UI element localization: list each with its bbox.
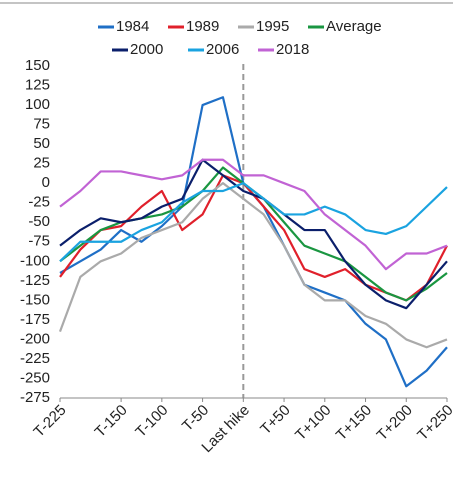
- x-tick-label: T+250: [414, 402, 453, 444]
- legend-label: 1989: [186, 18, 219, 35]
- y-tick-label: -250: [20, 369, 50, 386]
- y-tick-label: 125: [25, 76, 50, 93]
- y-tick-label: -225: [20, 350, 50, 367]
- y-tick-label: 75: [33, 116, 50, 133]
- x-tick-label: T+100: [292, 402, 334, 444]
- y-tick-label: 0: [42, 174, 50, 191]
- x-tick-label: T+50: [257, 402, 293, 438]
- y-tick-label: -50: [28, 213, 50, 230]
- series-line: [59, 158, 448, 271]
- y-tick-label: -125: [20, 272, 50, 289]
- series-line: [58, 182, 448, 349]
- legend-label: 2006: [206, 41, 239, 58]
- legend-label: 2018: [276, 41, 309, 58]
- y-tick-label: -75: [28, 233, 50, 250]
- y-tick-label: 50: [33, 135, 50, 152]
- legend-label: 1995: [256, 18, 289, 35]
- x-tick-label: T-225: [30, 402, 69, 441]
- y-tick-label: -100: [20, 252, 50, 269]
- legend-label: 1984: [116, 18, 149, 35]
- x-tick-label: T+200: [374, 402, 416, 444]
- x-tick-label: T-150: [92, 402, 131, 441]
- y-tick-label: 25: [33, 155, 50, 172]
- legend-label: 2000: [130, 41, 163, 58]
- x-tick-label: T-50: [179, 402, 212, 435]
- y-tick-label: 100: [25, 96, 50, 113]
- legend-label: Average: [326, 18, 382, 35]
- x-tick-label: T+150: [333, 402, 375, 444]
- y-tick-label: -150: [20, 291, 50, 308]
- series-line: [59, 158, 448, 310]
- y-tick-label: -25: [28, 194, 50, 211]
- series-line: [59, 182, 448, 263]
- x-tick-label: T-100: [132, 402, 171, 441]
- y-tick-label: -175: [20, 311, 50, 328]
- y-tick-label: -200: [20, 330, 50, 347]
- y-tick-label: -275: [20, 389, 50, 406]
- y-tick-label: 150: [25, 57, 50, 74]
